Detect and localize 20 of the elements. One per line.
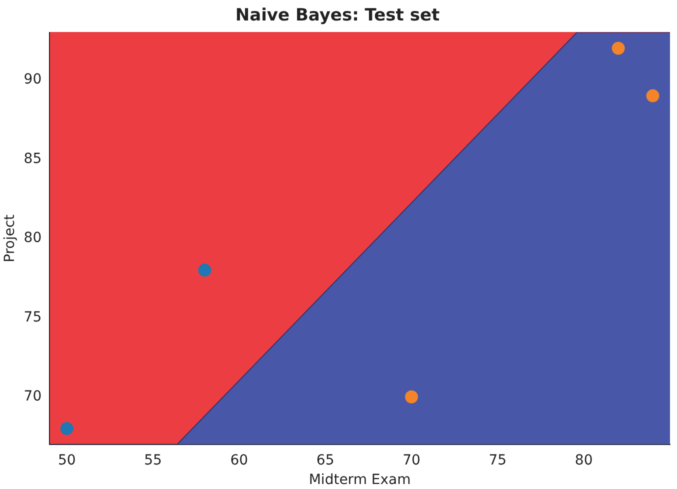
- y-tick-label: 70: [24, 388, 42, 404]
- chart-title: Naive Bayes: Test set: [235, 6, 440, 26]
- point: [646, 89, 660, 102]
- y-tick-label: 80: [24, 230, 42, 246]
- x-tick-label: 70: [402, 452, 420, 468]
- x-tick-label: 55: [144, 452, 162, 468]
- point: [198, 264, 212, 277]
- x-tick-label: 80: [574, 452, 593, 468]
- x-tick-label: 60: [230, 452, 248, 468]
- y-tick-label: 75: [24, 309, 42, 326]
- x-tick-label: 65: [316, 452, 334, 468]
- y-axis-title: Project: [2, 214, 18, 262]
- point: [405, 390, 418, 404]
- x-tick-label: 75: [488, 452, 507, 468]
- point: [60, 422, 74, 436]
- x-tick-label: 50: [58, 452, 76, 468]
- y-tick-label: 85: [24, 150, 42, 167]
- y-tick-label: 90: [24, 72, 42, 88]
- point: [612, 42, 625, 55]
- x-axis-title: Midterm Exam: [308, 472, 411, 488]
